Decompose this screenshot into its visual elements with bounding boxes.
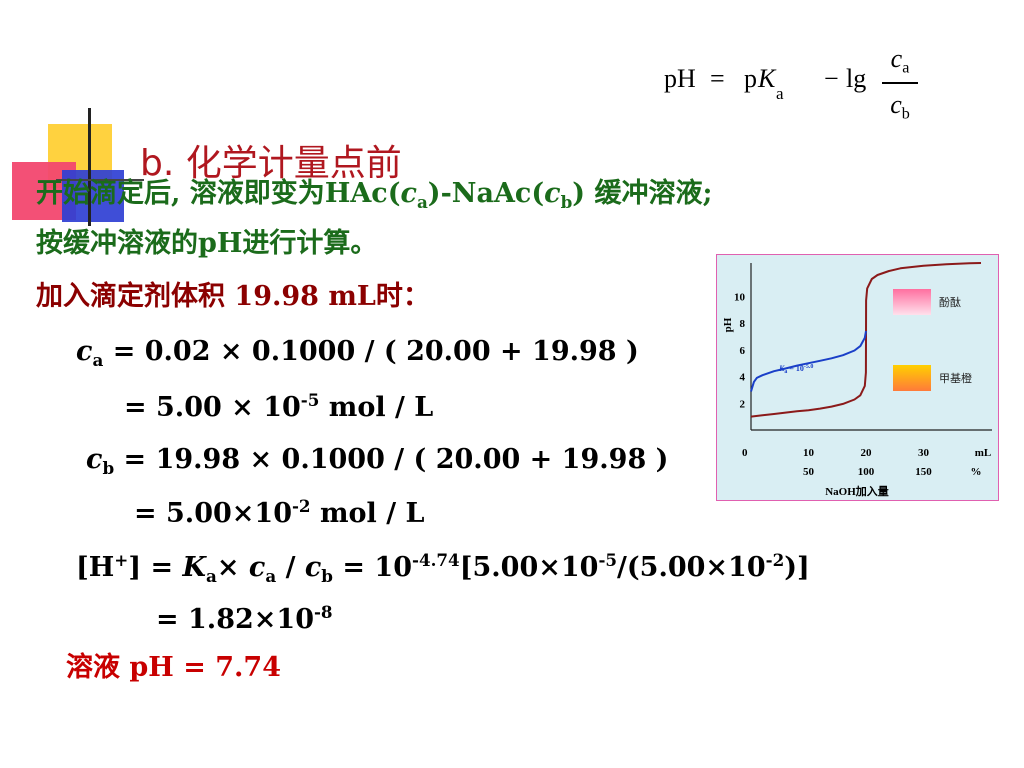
y-tick-label: 6: [740, 345, 746, 357]
x-tick-label: mL: [975, 447, 992, 459]
formula-numerator: ca: [890, 44, 910, 77]
x-tick-label: 30: [918, 447, 930, 459]
x-tick-label: 10: [803, 447, 815, 459]
x-tick-label-percent: 100: [858, 466, 875, 478]
formula-equals: =: [710, 64, 725, 93]
formula-p: p: [744, 64, 757, 93]
ph-result: 溶液 pH = 7.74: [66, 652, 281, 683]
formula-denominator: cb: [890, 90, 910, 123]
x-tick-label: 0: [742, 447, 748, 459]
y-tick-label: 10: [734, 291, 746, 303]
weak-acid-curve: [750, 330, 867, 392]
h-concentration-equation: [H+] = Ka× ca / cb = 10-4.74[5.00×10-5/(…: [76, 550, 810, 586]
x-tick-labels: 0 10 20 30 mL 50 100 150%: [742, 447, 991, 478]
text-line-1: 开始滴定后, 溶液即变为HAc(ca)-NaAc(cb) 缓冲溶液;: [36, 178, 713, 212]
x-axis-label: NaOH加入量: [825, 484, 889, 498]
y-tick-labels: 2 4 6 8 10: [734, 291, 746, 410]
decor-horizontal-line: [56, 179, 144, 181]
titration-curve-chart: pH 2 4 6 8 10 0 10 20 30 mL 50 100 150% NaOH加入量 Ka …: [716, 254, 999, 501]
section-title: b. 化学计量点前: [140, 143, 402, 184]
legend-label-methyl-orange: 甲基橙: [939, 371, 972, 385]
text-line-3: 加入滴定剂体积 19.98 mL时：: [36, 281, 430, 312]
formula-lg: lg: [846, 64, 867, 93]
titration-curve-svg: pH 2 4 6 8 10 0 10 20 30 mL 50 100 150% NaOH加入量 Ka …: [722, 262, 992, 498]
x-tick-label-percent: 150: [915, 466, 932, 478]
x-tick-label-percent: %: [971, 466, 982, 478]
legend-swatch-phenolphthalein: [893, 289, 931, 315]
ca-equation: ca = 0.02 × 0.1000 / ( 20.00 + 19.98 ): [76, 336, 639, 370]
x-tick-label: 20: [861, 447, 873, 459]
ka-annotation: Ka = 10-5.0: [778, 364, 813, 375]
text-line-2: 按缓冲溶液的pH进行计算。: [36, 228, 378, 259]
legend-label-phenolphthalein: 酚酞: [939, 295, 961, 309]
formula-K-sub: a: [776, 84, 784, 103]
cb-equation: cb = 19.98 × 0.1000 / ( 20.00 + 19.98 ): [86, 444, 669, 478]
series-layer: [750, 262, 982, 418]
y-tick-label: 4: [740, 372, 746, 384]
y-tick-label: 8: [740, 318, 746, 330]
strong-acid-curve: [750, 262, 982, 418]
ca-result: = 5.00 × 10-5 mol / L: [124, 390, 434, 424]
decor-blue-square: [62, 170, 124, 222]
y-axis-label: pH: [722, 317, 734, 332]
formula-minus: −: [824, 64, 839, 93]
legend-swatch-methyl-orange: [893, 365, 931, 391]
formula-fraction-bar: [882, 82, 918, 84]
decor-vertical-line: [88, 108, 91, 226]
y-tick-label: 2: [740, 398, 746, 410]
h-concentration-result: = 1.82×10-8: [156, 602, 333, 636]
cb-result: = 5.00×10-2 mol / L: [134, 496, 425, 530]
x-tick-label-percent: 50: [803, 466, 815, 478]
formula-lhs: pH: [664, 64, 696, 93]
formula-K: K: [758, 64, 776, 93]
